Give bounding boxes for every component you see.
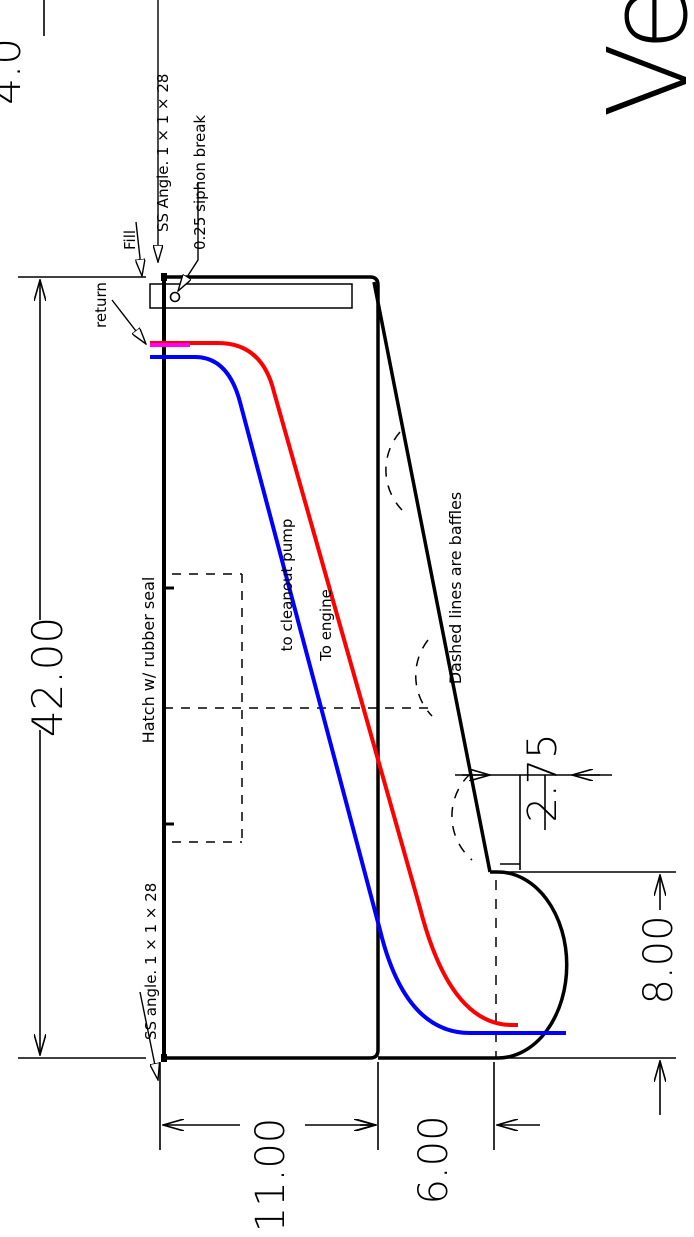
cut-off-title: Ve xyxy=(584,0,694,118)
return-leader xyxy=(111,299,146,344)
dim-length-value: 42.00 xyxy=(23,617,72,737)
dim-sump-width-value: 8.00 xyxy=(636,915,682,1004)
ss-angle-top-label: SS Angle. 1 × 1 × 28 xyxy=(154,74,172,232)
hatch-outline xyxy=(164,573,430,843)
baffles xyxy=(385,431,497,1058)
baffle-2 xyxy=(415,639,433,717)
leaders xyxy=(111,0,199,1080)
engine-label: To engine xyxy=(317,589,335,662)
baffle-1 xyxy=(385,431,403,511)
upper-section-outline xyxy=(164,275,380,1060)
fill-label: Fill xyxy=(121,230,139,250)
dim-height-lower-value: 6.00 xyxy=(411,1115,457,1204)
siphon-break-circle xyxy=(169,291,181,303)
baffle-3 xyxy=(451,773,473,861)
baffles-label: Dashed lines are baffles xyxy=(446,492,465,685)
sloped-hull xyxy=(372,281,492,873)
corner-fragment: 4.0 xyxy=(0,38,30,105)
ss-angle-bottom-label: SS angle. 1 × 1 × 28 xyxy=(142,883,160,1040)
dim-height-upper-value: 11.00 xyxy=(248,1118,294,1233)
ss-angle-rail xyxy=(149,283,353,309)
hatch-label: Hatch w/ rubber seal xyxy=(139,577,158,744)
fill-leader xyxy=(136,221,142,276)
dim-offset-value: 2.75 xyxy=(520,733,566,822)
cleanout-label: to cleanout pump xyxy=(278,519,296,652)
ss-angle-bottom-leader xyxy=(139,991,158,1080)
sump xyxy=(378,870,569,1060)
dim-length xyxy=(18,276,146,1059)
dim-height-lower xyxy=(360,1062,540,1150)
tank-body xyxy=(149,273,569,1062)
dim-sump-width xyxy=(498,871,676,1115)
dim-offset xyxy=(455,775,612,870)
engine-pipe xyxy=(150,355,566,1035)
siphon-leader xyxy=(178,182,199,291)
siphon-break-label: 0.25 siphon break xyxy=(191,115,209,250)
return-label: return xyxy=(92,282,110,328)
cleanout-pipe xyxy=(150,341,518,1027)
